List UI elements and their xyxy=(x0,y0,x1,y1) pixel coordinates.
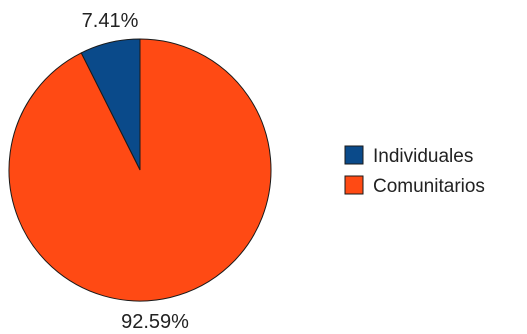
legend-label-individuales: Individuales xyxy=(373,146,473,167)
data-label-comunitarios: 92.59% xyxy=(121,311,189,333)
legend-label-comunitarios: Comunitarios xyxy=(373,176,485,197)
pie-slices xyxy=(8,38,272,302)
legend: Individuales Comunitarios xyxy=(344,145,485,197)
legend-swatch-individuales xyxy=(344,145,364,165)
pie-data-labels: 7.41% 92.59% xyxy=(82,10,189,333)
data-label-individuales: 7.41% xyxy=(82,10,139,32)
pie-slice-comunitarios xyxy=(8,38,272,302)
legend-swatch-comunitarios xyxy=(344,175,364,195)
